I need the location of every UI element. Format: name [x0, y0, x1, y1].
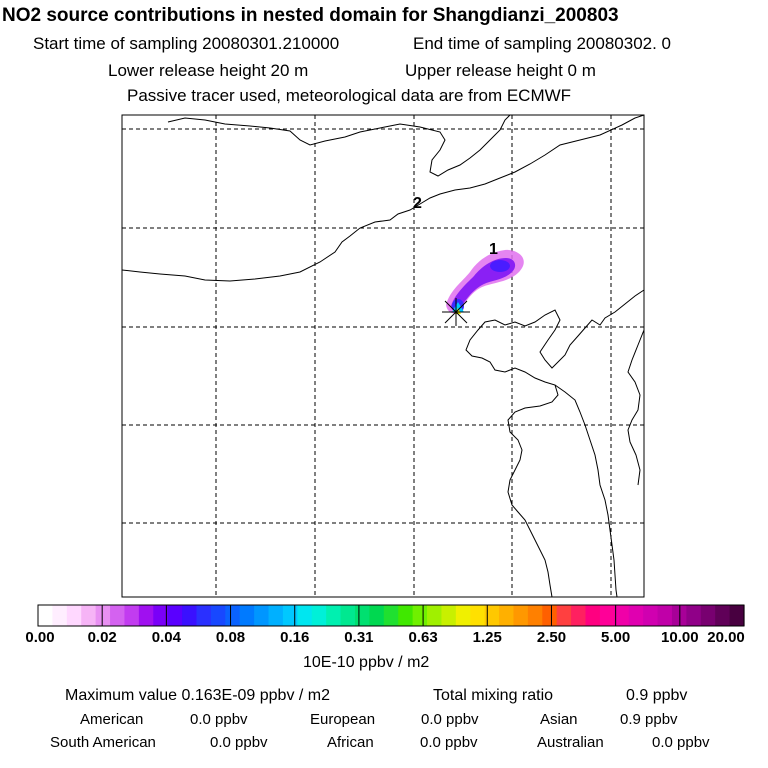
- upper-release-label: Upper release height 0 m: [405, 61, 596, 80]
- colorbar-cell: [326, 605, 342, 626]
- station-star-icon: [442, 298, 470, 326]
- colorbar-cell: [66, 605, 82, 626]
- colorbar-cell: [354, 605, 370, 626]
- map-label-1: 1: [489, 241, 498, 258]
- total-mixing-label: Total mixing ratio: [433, 687, 554, 704]
- map-label-2: 2: [413, 195, 422, 212]
- colorbar-cell: [441, 605, 457, 626]
- region-value-asian: 0.9 ppbv: [620, 711, 678, 728]
- lower-release-label: Lower release height 20 m: [108, 61, 309, 80]
- colorbar-cell: [153, 605, 169, 626]
- colorbar-tick-label: 0.04: [151, 629, 181, 646]
- colorbar-cell: [470, 605, 486, 626]
- colorbar-cell: [110, 605, 126, 626]
- colorbar-cell: [196, 605, 212, 626]
- colorbar-cell: [484, 605, 500, 626]
- colorbar-cell: [542, 605, 558, 626]
- region-value-australian: 0.0 ppbv: [652, 734, 710, 751]
- colorbar-dividers: [101, 605, 681, 626]
- colorbar-tick-label: 0.00: [25, 629, 55, 646]
- max-value-label: Maximum value 0.163E-09 ppbv / m2: [65, 687, 331, 704]
- colorbar-cell: [527, 605, 543, 626]
- total-mixing-value: 0.9 ppbv: [626, 687, 688, 704]
- grid-lines: [122, 115, 644, 597]
- colorbar-cell: [585, 605, 601, 626]
- colorbar-cell: [138, 605, 154, 626]
- colorbar-cell: [628, 605, 644, 626]
- colorbar-cell: [643, 605, 659, 626]
- colorbar-cell: [38, 605, 54, 626]
- colorbar-tick-label: 0.16: [280, 629, 310, 646]
- region-value-european: 0.0 ppbv: [421, 711, 479, 728]
- colorbar-cell: [124, 605, 140, 626]
- colorbar-tick-label: 0.08: [215, 629, 246, 646]
- colorbar-cell: [167, 605, 183, 626]
- colorbar-cell: [513, 605, 529, 626]
- colorbar-cell: [700, 605, 716, 626]
- colorbar-tick-label: 0.02: [87, 629, 117, 646]
- colorbar-tick-label: 2.50: [536, 629, 567, 646]
- region-name-european: European: [310, 711, 376, 728]
- colorbar-cell: [499, 605, 515, 626]
- region-name-asian: Asian: [540, 711, 578, 728]
- region-name-south-american: South American: [50, 734, 156, 751]
- colorbar-cell: [81, 605, 97, 626]
- figure-title: NO2 source contributions in nested domai…: [2, 5, 619, 26]
- colorbar-cell: [455, 605, 471, 626]
- region-name-african: African: [327, 734, 374, 751]
- region-value-south-american: 0.0 ppbv: [210, 734, 268, 751]
- region-value-american: 0.0 ppbv: [190, 711, 248, 728]
- colorbar-cell: [282, 605, 298, 626]
- colorbar-tick-label: 10.00: [661, 629, 699, 646]
- colorbar-tick-label: 0.31: [344, 629, 374, 646]
- region-name-american: American: [80, 711, 144, 728]
- colorbar-tick-label: 20.00: [707, 629, 745, 646]
- colorbar-tick-label: 5.00: [601, 629, 631, 646]
- start-time-label: Start time of sampling 20080301.210000: [33, 34, 340, 53]
- tracer-plume: [446, 249, 524, 314]
- colorbar-cell: [729, 605, 745, 626]
- map-frame: [121, 114, 645, 598]
- colorbar-cell: [427, 605, 443, 626]
- colorbar-cell: [95, 605, 111, 626]
- colorbar-cell: [297, 605, 313, 626]
- colorbar-cell: [52, 605, 68, 626]
- region-name-australian: Australian: [537, 734, 604, 751]
- colorbar-unit-label: 10E-10 ppbv / m2: [303, 654, 430, 671]
- colorbar-cell: [311, 605, 327, 626]
- colorbar-cell: [686, 605, 702, 626]
- colorbar-cell: [254, 605, 270, 626]
- colorbar-cell: [225, 605, 241, 626]
- colorbar-cell: [182, 605, 198, 626]
- coastline-borders: [121, 114, 645, 598]
- colorbar-cell: [599, 605, 615, 626]
- colorbar-cell: [398, 605, 414, 626]
- colorbar-cell: [340, 605, 356, 626]
- colorbar-cell: [369, 605, 385, 626]
- colorbar-tick-label: 1.25: [472, 629, 502, 646]
- colorbar-cells: [38, 605, 745, 626]
- region-value-african: 0.0 ppbv: [420, 734, 478, 751]
- colorbar-cell: [657, 605, 673, 626]
- colorbar-cell: [210, 605, 226, 626]
- colorbar-cell: [383, 605, 399, 626]
- colorbar-cell: [412, 605, 428, 626]
- colorbar-cell: [715, 605, 731, 626]
- colorbar-frame: [37, 604, 745, 627]
- colorbar-cell: [571, 605, 587, 626]
- colorbar-cell: [268, 605, 284, 626]
- colorbar-cell: [556, 605, 572, 626]
- colorbar-cell: [614, 605, 630, 626]
- tracer-note: Passive tracer used, meteorological data…: [127, 86, 572, 105]
- colorbar-cell: [239, 605, 255, 626]
- colorbar-tick-label: 0.63: [408, 629, 438, 646]
- end-time-label: End time of sampling 20080302. 0: [413, 34, 672, 53]
